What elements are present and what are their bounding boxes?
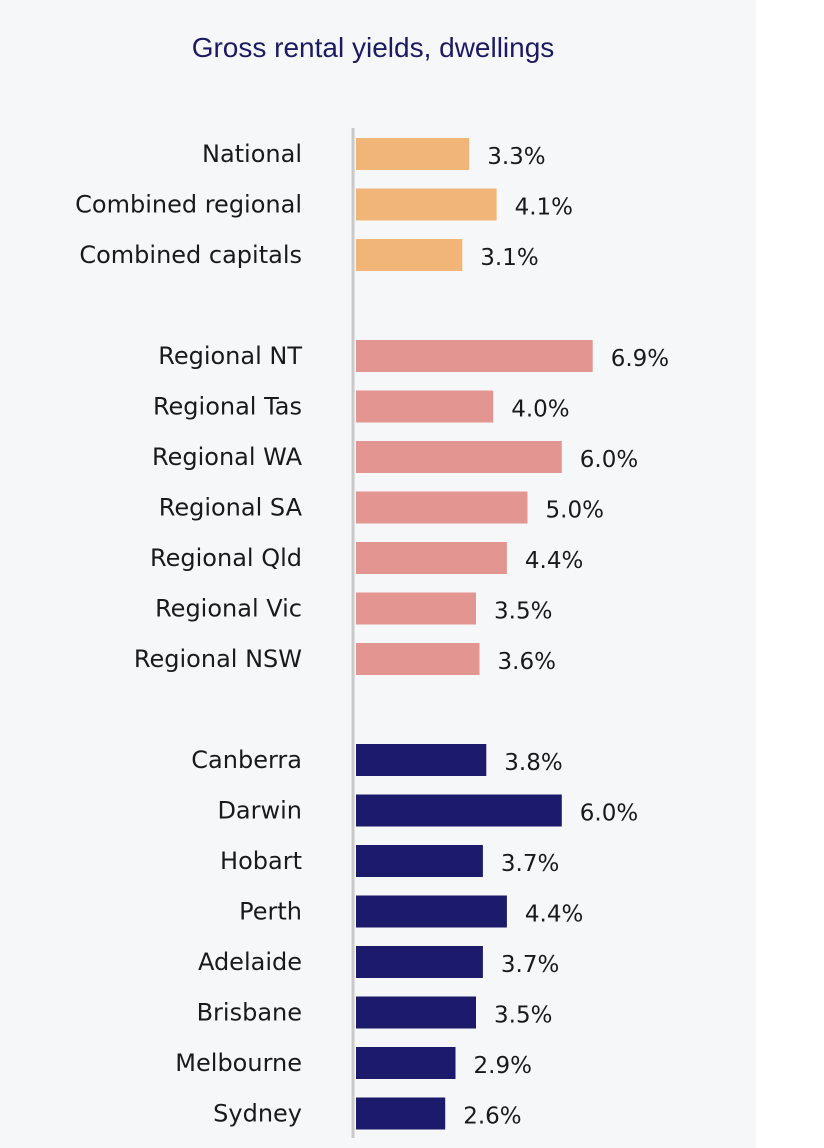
category-label-sydney: Sydney <box>213 1100 302 1128</box>
category-label-darwin: Darwin <box>217 797 302 825</box>
bar-regional-nsw <box>356 643 480 675</box>
category-label-combined-regional: Combined regional <box>75 191 302 219</box>
bar-combined-regional <box>356 188 497 221</box>
bar-canberra <box>356 744 487 776</box>
bar-perth <box>356 895 507 928</box>
value-label-regional-nsw: 3.6% <box>498 649 556 675</box>
value-label-regional-wa: 6.0% <box>580 447 638 473</box>
bar-regional-vic <box>356 592 476 625</box>
bar-regional-qld <box>356 542 507 574</box>
value-label-regional-nt: 6.9% <box>611 346 669 372</box>
category-label-adelaide: Adelaide <box>198 948 302 976</box>
bar-regional-nt <box>356 340 593 372</box>
chart-title: Gross rental yields, dwellings <box>192 32 555 63</box>
bar-regional-tas <box>356 390 494 423</box>
bar-melbourne <box>356 1047 456 1079</box>
category-label-melbourne: Melbourne <box>175 1049 302 1077</box>
category-label-brisbane: Brisbane <box>197 999 302 1027</box>
value-label-canberra: 3.8% <box>504 750 562 776</box>
category-label-regional-vic: Regional Vic <box>155 595 302 623</box>
bar-adelaide <box>356 946 483 978</box>
category-label-combined-capitals: Combined capitals <box>79 241 302 269</box>
bar-regional-sa <box>356 491 528 524</box>
category-label-perth: Perth <box>239 898 302 926</box>
labels-group: National 3.3% Combined regional 4.1% Combine… <box>75 140 669 1130</box>
value-label-adelaide: 3.7% <box>501 952 559 978</box>
bar-sydney <box>356 1097 446 1130</box>
category-label-regional-nsw: Regional NSW <box>134 645 302 673</box>
category-label-regional-qld: Regional Qld <box>150 544 302 572</box>
category-label-regional-wa: Regional WA <box>152 443 303 471</box>
bar-national <box>356 138 470 170</box>
category-label-national: National <box>202 140 302 168</box>
value-label-regional-tas: 4.0% <box>511 397 569 423</box>
value-label-melbourne: 2.9% <box>474 1053 532 1079</box>
bar-darwin <box>356 794 562 827</box>
bar-combined-capitals <box>356 239 463 271</box>
category-label-hobart: Hobart <box>220 847 302 875</box>
value-label-darwin: 6.0% <box>580 801 638 827</box>
value-label-regional-sa: 5.0% <box>546 498 604 524</box>
value-label-regional-qld: 4.4% <box>525 548 583 574</box>
category-label-regional-sa: Regional SA <box>159 494 303 522</box>
bars-group <box>356 138 593 1130</box>
value-label-sydney: 2.6% <box>463 1104 521 1130</box>
value-label-combined-capitals: 3.1% <box>480 245 538 271</box>
bar-brisbane <box>356 996 476 1029</box>
bar-hobart <box>356 845 483 877</box>
value-label-combined-regional: 4.1% <box>515 195 573 221</box>
value-label-hobart: 3.7% <box>501 851 559 877</box>
value-label-brisbane: 3.5% <box>494 1003 552 1029</box>
bar-regional-wa <box>356 441 562 473</box>
category-label-regional-nt: Regional NT <box>158 342 302 370</box>
category-label-canberra: Canberra <box>191 746 302 774</box>
value-label-regional-vic: 3.5% <box>494 599 552 625</box>
value-label-national: 3.3% <box>487 144 545 170</box>
category-label-regional-tas: Regional Tas <box>153 393 302 421</box>
value-label-perth: 4.4% <box>525 902 583 928</box>
